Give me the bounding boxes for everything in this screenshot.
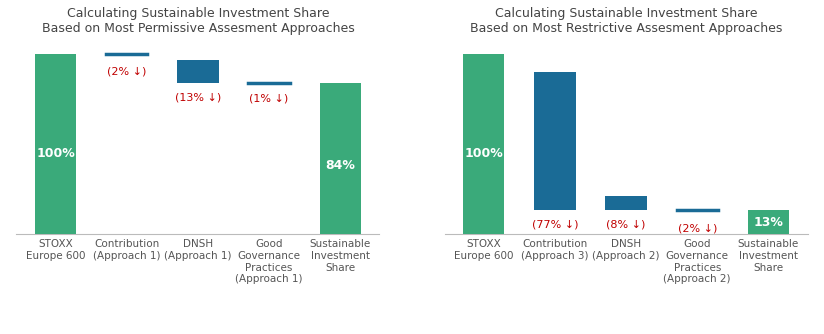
Bar — [534, 72, 576, 210]
Text: 100%: 100% — [36, 147, 75, 160]
Title: Calculating Sustainable Investment Share
Based on Most Permissive Assesment Appr: Calculating Sustainable Investment Share… — [41, 7, 354, 35]
Text: (77% ↓): (77% ↓) — [531, 219, 578, 229]
Text: 100%: 100% — [465, 147, 503, 160]
Bar — [35, 54, 77, 234]
Bar — [320, 83, 361, 234]
Text: 13%: 13% — [753, 216, 784, 229]
Text: (1% ↓): (1% ↓) — [250, 94, 288, 104]
Text: (8% ↓): (8% ↓) — [606, 219, 646, 229]
Text: (2% ↓): (2% ↓) — [677, 223, 717, 233]
Text: (13% ↓): (13% ↓) — [175, 92, 221, 102]
Bar — [463, 54, 504, 234]
Bar — [177, 60, 218, 83]
Bar — [606, 196, 647, 210]
Title: Calculating Sustainable Investment Share
Based on Most Restrictive Assesment App: Calculating Sustainable Investment Share… — [470, 7, 782, 35]
Bar — [747, 210, 789, 234]
Text: 84%: 84% — [325, 160, 355, 172]
Text: (2% ↓): (2% ↓) — [107, 67, 147, 77]
